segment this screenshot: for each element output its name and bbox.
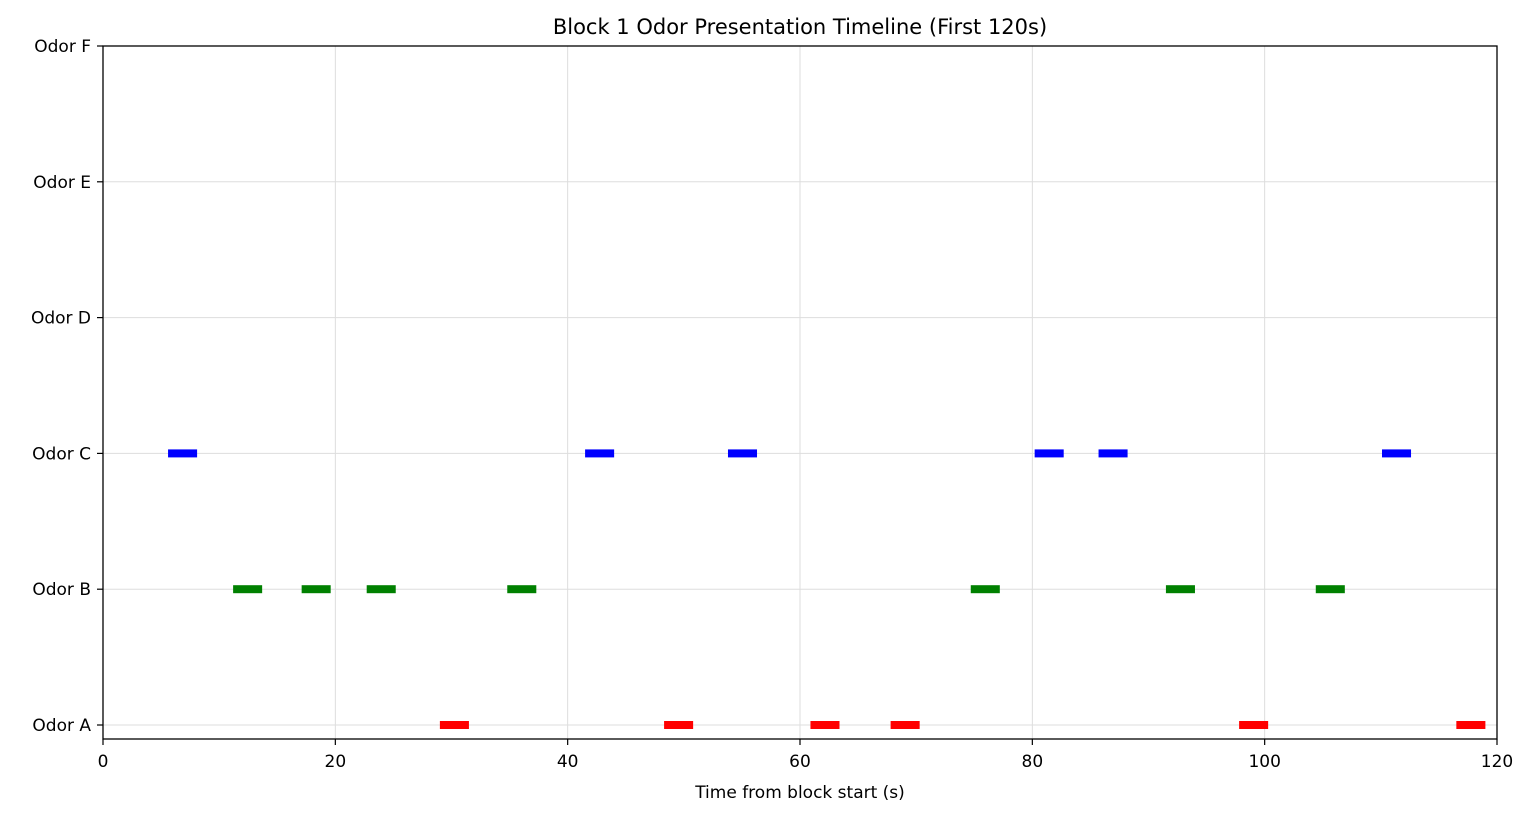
odor-presentation-bar — [301, 585, 331, 594]
chart-title: Block 1 Odor Presentation Timeline (Firs… — [553, 15, 1047, 39]
odor-presentation-bar — [1456, 721, 1486, 729]
x-tick-label: 60 — [789, 752, 811, 772]
x-axis-label: Time from block start (s) — [694, 783, 905, 803]
y-tick-label: Odor D — [31, 309, 91, 329]
odor-presentation-bar — [1098, 449, 1128, 458]
odor-presentation-bar — [664, 721, 694, 729]
y-tick-label: Odor B — [32, 580, 91, 600]
odor-presentation-bar — [970, 585, 1000, 594]
odor-presentation-bar — [810, 721, 840, 729]
odor-presentation-bar — [585, 449, 615, 458]
odor-presentation-bar — [233, 585, 263, 594]
odor-presentation-bar — [168, 449, 198, 458]
odor-presentation-bar — [1034, 449, 1064, 458]
axis-ticks: 0 20 40 60 80 100 120 Odor A Odor B Odor C Odor D O… — [31, 37, 1513, 772]
odor-presentation-bar — [1239, 721, 1269, 729]
odor-presentation-bar — [507, 585, 537, 594]
odor-presentation-bar — [890, 721, 920, 729]
odor-presentation-bar — [439, 721, 469, 729]
odor-presentation-bar — [1315, 585, 1345, 594]
presentation-bars — [168, 449, 1486, 729]
x-tick-label: 0 — [98, 752, 109, 772]
x-tick-label: 120 — [1481, 752, 1513, 772]
odor-presentation-bar — [727, 449, 758, 458]
y-tick-label: Odor A — [32, 716, 91, 736]
x-tick-label: 40 — [557, 752, 579, 772]
odor-presentation-bar — [1165, 585, 1195, 594]
y-tick-label: Odor C — [32, 444, 91, 464]
y-tick-label: Odor F — [34, 37, 91, 57]
odor-presentation-bar — [366, 585, 396, 594]
x-tick-label: 100 — [1248, 752, 1280, 772]
odor-presentation-bar — [1381, 449, 1412, 458]
y-tick-label: Odor E — [33, 173, 91, 193]
x-tick-label: 20 — [325, 752, 347, 772]
x-tick-label: 80 — [1022, 752, 1044, 772]
